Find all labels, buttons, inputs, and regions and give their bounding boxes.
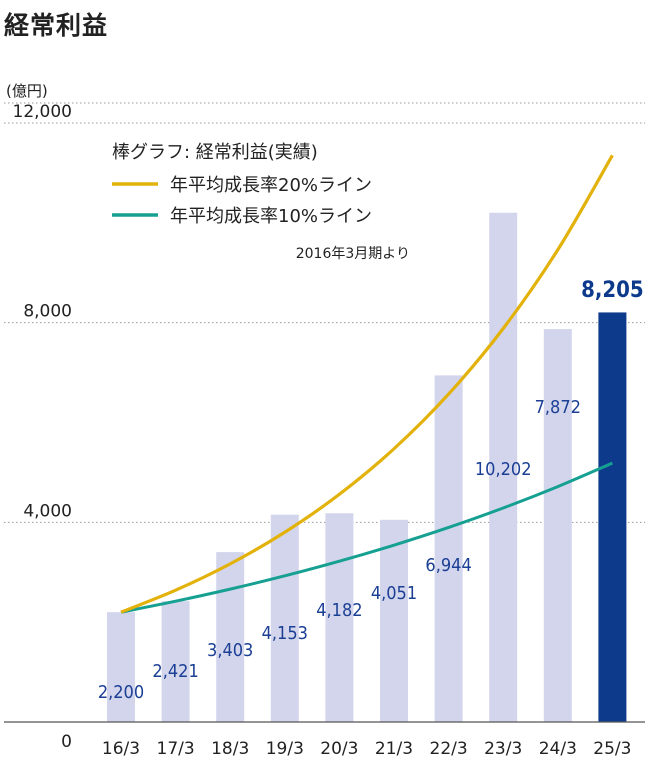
value-label-6: 6,944 bbox=[425, 555, 471, 576]
gridlines bbox=[4, 102, 645, 523]
line-20pct bbox=[120, 154, 614, 614]
chart-title: 経常利益 bbox=[4, 11, 109, 40]
bar-22-3 bbox=[434, 375, 463, 722]
value-label-5: 4,051 bbox=[371, 583, 417, 604]
axes: (億円) 0 4,000 8,000 12,000 16/3 17/3 18/3 19/3 20/… bbox=[4, 82, 645, 759]
legend-line20-label: 年平均成長率20%ライン bbox=[170, 175, 372, 196]
y-tick-label-2: 8,000 bbox=[23, 302, 72, 322]
value-label-8: 7,872 bbox=[535, 397, 581, 418]
line-10pct bbox=[120, 461, 613, 614]
value-label-2: 3,403 bbox=[207, 640, 253, 661]
legend-line10-label: 年平均成長率10%ライン bbox=[170, 206, 372, 227]
y-tick-label-1: 4,000 bbox=[23, 501, 72, 521]
x-tick-label-9: 25/3 bbox=[593, 739, 631, 759]
bar-21-3 bbox=[380, 519, 408, 722]
x-tick-label-1: 17/3 bbox=[157, 739, 195, 759]
x-tick-label-0: 16/3 bbox=[102, 739, 140, 759]
value-label-7: 10,202 bbox=[475, 459, 532, 480]
x-tick-label-8: 24/3 bbox=[539, 739, 577, 759]
x-tick-label-4: 20/3 bbox=[320, 739, 358, 759]
y-unit-label: (億円) bbox=[6, 82, 48, 100]
value-label-9: 8,205 bbox=[581, 278, 644, 303]
value-labels: 2,200 2,421 3,403 4,153 4,182 4,051 6,944 10,20… bbox=[98, 278, 644, 703]
bar-19-3 bbox=[270, 514, 299, 722]
bar-18-3 bbox=[216, 552, 245, 722]
bar-20-3 bbox=[325, 513, 354, 722]
x-tick-label-3: 19/3 bbox=[266, 739, 304, 759]
x-tick-label-6: 22/3 bbox=[430, 739, 468, 759]
bar-23-3 bbox=[489, 212, 518, 722]
growth-lines bbox=[120, 154, 614, 614]
x-tick-label-5: 21/3 bbox=[375, 739, 413, 759]
bars bbox=[107, 212, 627, 722]
x-tick-label-2: 18/3 bbox=[211, 739, 249, 759]
bar-17-3 bbox=[161, 601, 190, 722]
value-label-3: 4,153 bbox=[262, 623, 308, 644]
value-label-1: 2,421 bbox=[152, 661, 198, 682]
bar-25-3 bbox=[598, 312, 627, 722]
value-label-0: 2,200 bbox=[98, 682, 144, 703]
bar-16-3 bbox=[107, 612, 135, 722]
y-tick-label-3: 12,000 bbox=[13, 102, 72, 122]
legend-bar-label: 棒グラフ: 経常利益(実績) bbox=[112, 142, 318, 163]
y-tick-label-0: 0 bbox=[61, 732, 72, 752]
x-tick-label-7: 23/3 bbox=[484, 739, 522, 759]
value-label-4: 4,182 bbox=[316, 600, 362, 621]
legend-note: 2016年3月期より bbox=[296, 246, 410, 262]
bar-24-3 bbox=[543, 329, 572, 722]
